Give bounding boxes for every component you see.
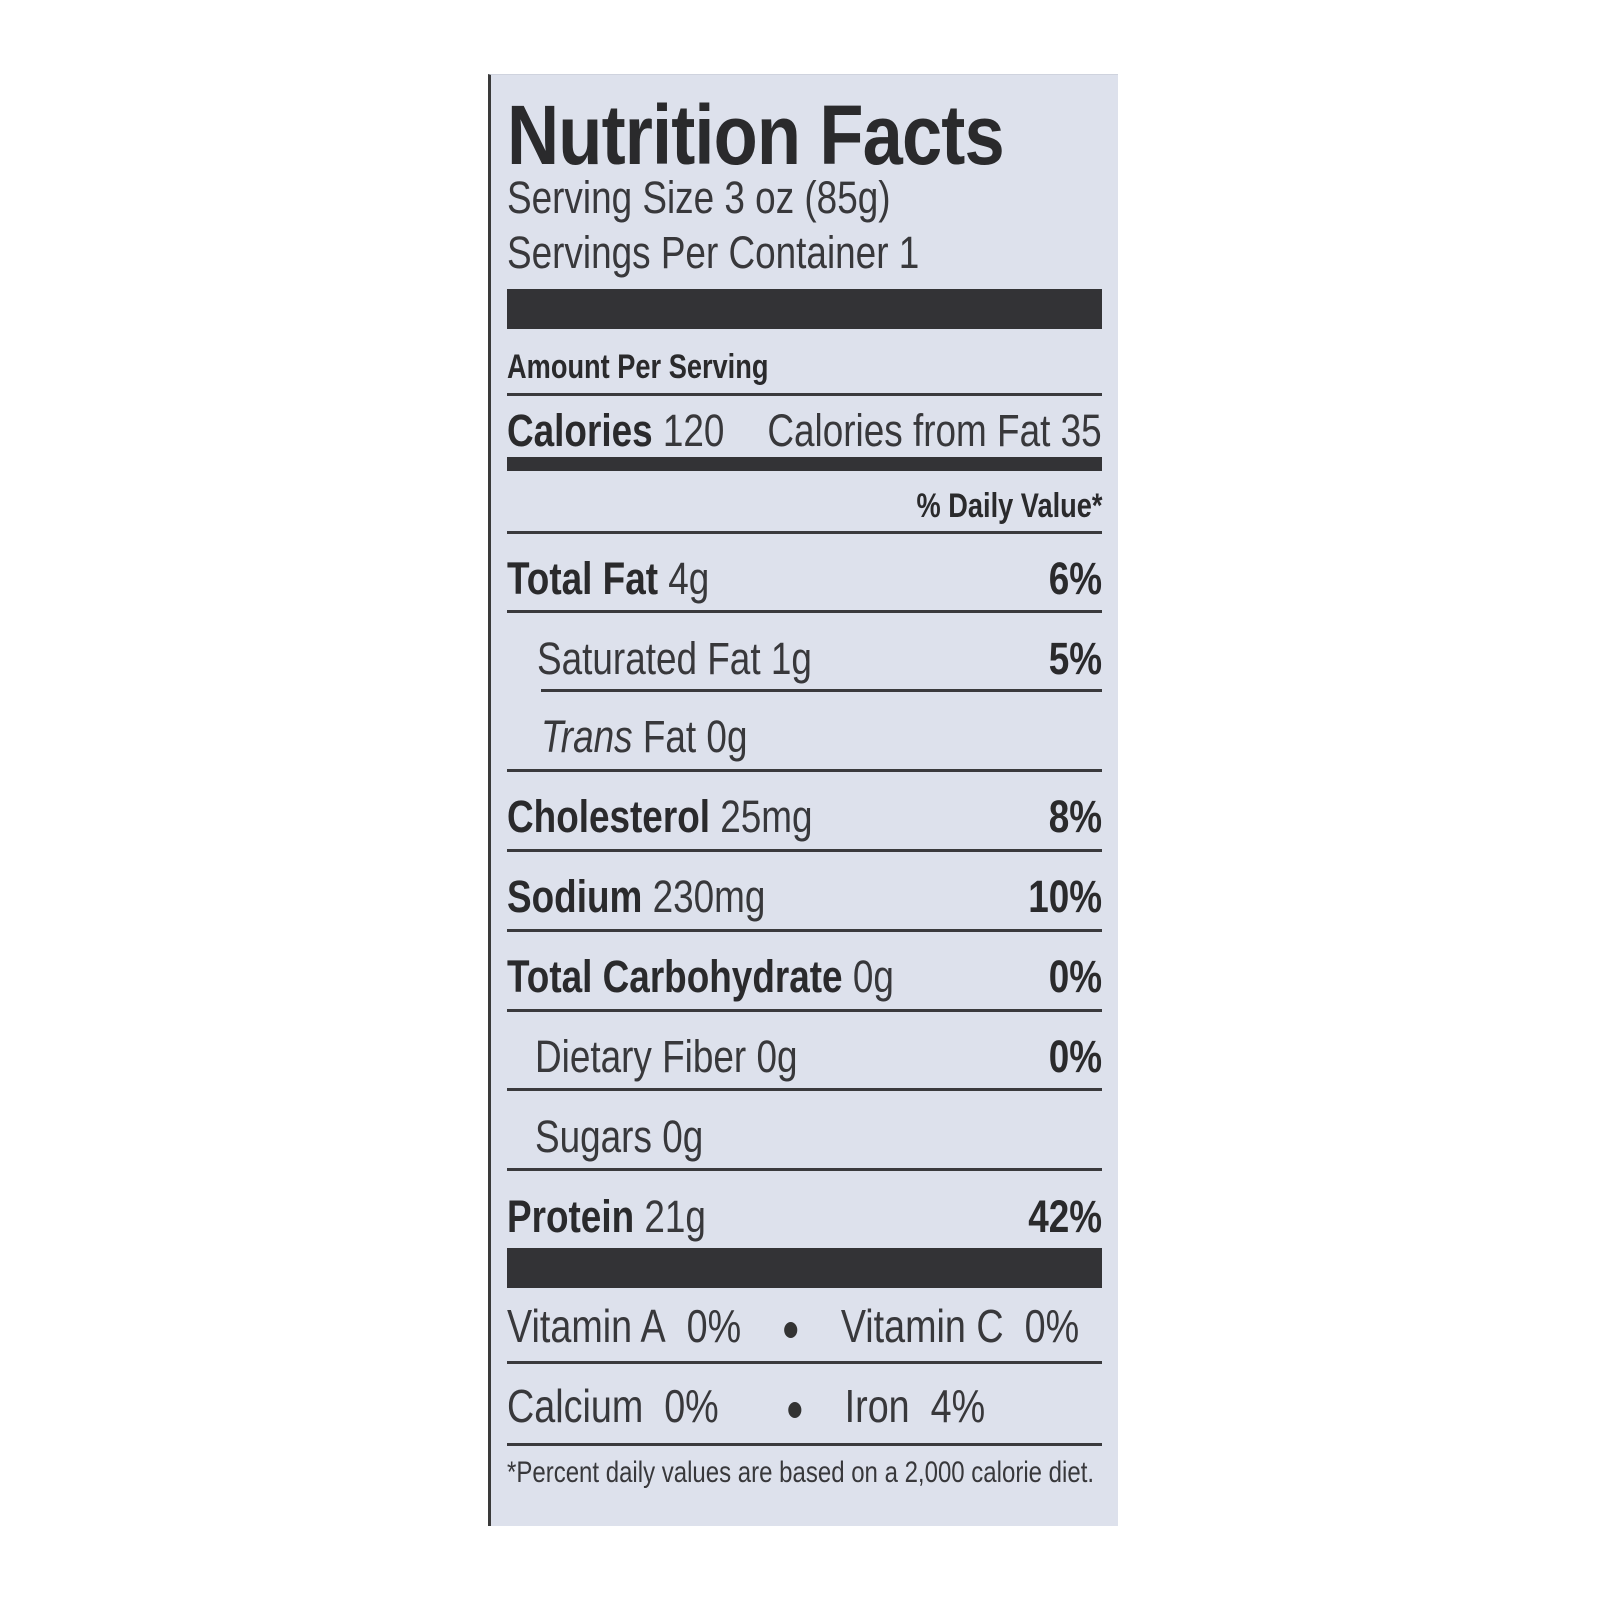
medium-divider — [507, 457, 1102, 471]
nutrient-row-dietary-fiber: Dietary Fiber 0g 0% — [535, 1031, 1102, 1082]
vitamin-row-1: Vitamin A 0% Vitamin C 0% — [507, 1300, 1080, 1352]
nutrition-facts-label: Nutrition Facts Serving Size 3 oz (85g) … — [488, 74, 1118, 1526]
calories-from-fat-value: 35 — [1060, 405, 1102, 456]
thick-divider — [507, 289, 1102, 329]
nutrient-row-sodium: Sodium 230mg 10% — [507, 871, 1102, 922]
nutrient-row-protein: Protein 21g 42% — [507, 1191, 1102, 1242]
serving-size: Serving Size 3 oz (85g) — [507, 172, 891, 223]
nutrient-row-saturated-fat: Saturated Fat 1g 5% — [537, 633, 1102, 684]
label-title: Nutrition Facts — [507, 88, 1005, 182]
footnote: *Percent daily values are based on a 2,0… — [507, 1456, 1095, 1489]
nutrient-row-cholesterol: Cholesterol 25mg 8% — [507, 791, 1102, 842]
nutrient-row-total-fat: Total Fat 4g 6% — [507, 553, 1102, 604]
nutrient-row-trans-fat: Trans Fat 0g — [541, 711, 748, 762]
calories-value: 120 — [662, 405, 725, 456]
bullet-icon — [788, 1401, 802, 1418]
bullet-icon — [784, 1321, 798, 1338]
calories-row: Calories 120 Calories from Fat 35 — [507, 397, 1102, 461]
nutrient-row-sugars: Sugars 0g — [535, 1111, 704, 1162]
servings-per-container: Servings Per Container 1 — [507, 227, 920, 278]
amount-per-serving: Amount Per Serving — [507, 348, 769, 386]
divider — [507, 393, 1102, 396]
vitamin-row-2: Calcium 0% Iron 4% — [507, 1380, 986, 1432]
nutrient-row-total-carbohydrate: Total Carbohydrate 0g 0% — [507, 951, 1102, 1002]
calories-label: Calories — [507, 405, 653, 456]
daily-value-header: % Daily Value* — [916, 487, 1102, 525]
calories-from-fat-label: Calories from Fat — [767, 405, 1051, 456]
thick-divider-bottom — [507, 1248, 1102, 1288]
